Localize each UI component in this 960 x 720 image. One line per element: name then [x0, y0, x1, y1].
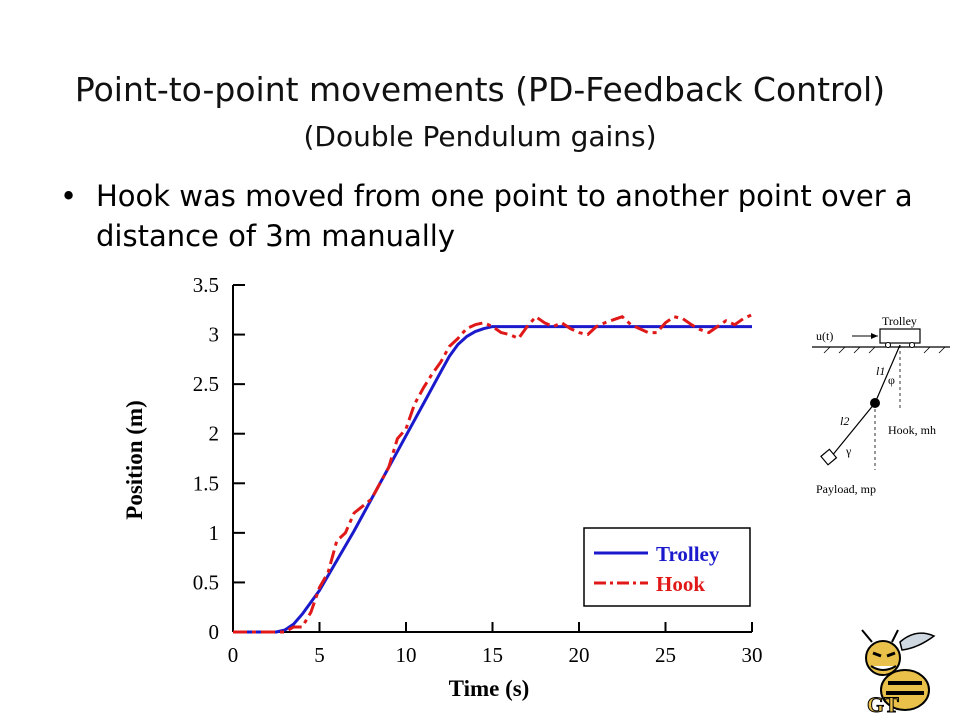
y-tick-label: 3.5	[193, 273, 219, 297]
y-tick-label: 2.5	[193, 372, 219, 396]
slide-title: Point-to-point movements (PD-Feedback Co…	[74, 70, 886, 109]
x-tick-label: 0	[228, 643, 239, 667]
y-tick-label: 1	[209, 521, 220, 545]
legend-trolley-label: Trolley	[656, 542, 720, 566]
chart-legend: Trolley Hook	[583, 527, 751, 607]
y-tick-label: 3	[209, 323, 220, 347]
series-line-trolley	[233, 325, 752, 634]
x-tick-label: 20	[569, 643, 590, 667]
slide-subtitle: (Double Pendulum gains)	[303, 120, 657, 153]
x-tick-label: 15	[482, 643, 503, 667]
x-tick-label: 10	[396, 643, 417, 667]
legend-hook-label: Hook	[656, 572, 705, 596]
x-tick-label: 5	[314, 643, 325, 667]
legend-box	[583, 527, 751, 607]
y-tick-label: 0	[209, 620, 220, 644]
x-tick-label: 25	[655, 643, 676, 667]
bullet-marker: •	[60, 179, 78, 213]
y-tick-label: 2	[209, 422, 220, 446]
x-axis-label: Time (s)	[449, 676, 530, 701]
bullet-text: Hook was moved from one point to another…	[96, 179, 913, 253]
y-axis-label: Position (m)	[122, 400, 147, 519]
x-tick-label: 30	[742, 643, 763, 667]
y-tick-label: 0.5	[193, 570, 219, 594]
y-tick-label: 1.5	[193, 471, 219, 495]
